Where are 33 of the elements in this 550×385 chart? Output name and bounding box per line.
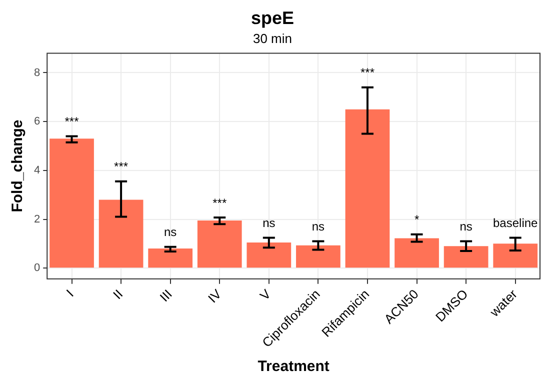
y-tick-label: 2 [34,213,40,226]
bar [296,245,340,268]
x-axis-title: Treatment [258,358,330,376]
annotation: ns [460,220,472,234]
x-tick-label: II [110,286,126,302]
y-tick-label: 0 [34,262,40,274]
y-tick-label: 4 [34,164,40,176]
annotation: *** [64,114,80,129]
x-tick-label: IV [204,286,224,306]
bar [493,244,538,268]
bar [246,242,292,268]
y-axis-title: Fold_change [9,120,26,212]
y-tick-label: 8 [34,66,40,79]
x-tick-label: III [156,286,175,305]
annotation: ns [312,220,325,234]
annotation: * [414,212,420,227]
bar [50,138,94,268]
x-tick-label: I [63,286,76,300]
annotation: ns [262,216,276,230]
bar [98,200,144,268]
bar [394,238,439,268]
y-tick-label: 6 [34,116,40,128]
bar [197,220,242,268]
chart-subtitle: 30 min [252,30,292,46]
chart-title: speE [250,8,294,28]
annotation: *** [212,196,227,210]
annotation: *** [114,160,128,174]
bar [148,248,193,268]
annotation: baseline [493,216,538,230]
bar [345,109,390,268]
annotation: *** [360,66,375,80]
bar [444,246,488,268]
annotation: ns [164,225,177,240]
